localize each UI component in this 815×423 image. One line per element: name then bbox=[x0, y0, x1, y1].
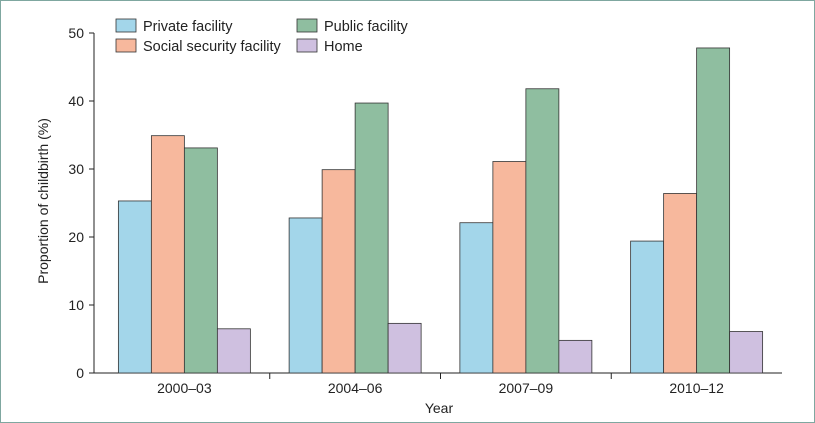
y-tick-label: 40 bbox=[68, 93, 84, 109]
legend: Private facility Social security facility… bbox=[115, 18, 409, 55]
bar bbox=[321, 169, 356, 374]
bar bbox=[630, 240, 665, 374]
bar bbox=[492, 161, 527, 374]
bars bbox=[117, 47, 764, 374]
y-tick-label: 10 bbox=[68, 297, 84, 313]
bar bbox=[558, 339, 593, 374]
x-tick-label: 2000–03 bbox=[157, 380, 212, 396]
y-tick-label: 0 bbox=[76, 365, 84, 381]
x-axis: 2000–03 2004–06 2007–09 2010–12 bbox=[94, 372, 782, 396]
legend-label: Social security facility bbox=[143, 39, 282, 55]
x-tick-label: 2007–09 bbox=[499, 380, 554, 396]
y-tick-label: 30 bbox=[68, 161, 84, 177]
bar bbox=[663, 193, 698, 374]
bar bbox=[183, 147, 218, 374]
bar bbox=[216, 328, 251, 374]
y-axis-label: Proportion of childbirth (%) bbox=[35, 118, 51, 284]
bar bbox=[729, 331, 764, 374]
x-axis-label: Year bbox=[425, 400, 454, 416]
bar bbox=[288, 217, 323, 374]
x-tick-label: 2010–12 bbox=[669, 380, 724, 396]
legend-swatch bbox=[115, 18, 137, 33]
bar bbox=[525, 88, 560, 374]
bar bbox=[117, 200, 152, 374]
legend-label: Public facility bbox=[324, 19, 409, 35]
y-tick-label: 20 bbox=[68, 229, 84, 245]
legend-swatch bbox=[296, 38, 318, 53]
legend-swatch bbox=[296, 18, 318, 33]
bar bbox=[696, 47, 731, 374]
bar bbox=[150, 135, 185, 374]
legend-swatch bbox=[115, 38, 137, 53]
y-axis: 0 10 20 30 40 50 bbox=[68, 25, 95, 381]
legend-label: Home bbox=[324, 39, 363, 55]
y-tick-label: 50 bbox=[68, 25, 84, 41]
bar bbox=[387, 322, 422, 374]
bar bbox=[354, 102, 389, 374]
legend-label: Private facility bbox=[143, 19, 233, 35]
bar bbox=[459, 222, 494, 374]
x-tick-label: 2004–06 bbox=[328, 380, 383, 396]
